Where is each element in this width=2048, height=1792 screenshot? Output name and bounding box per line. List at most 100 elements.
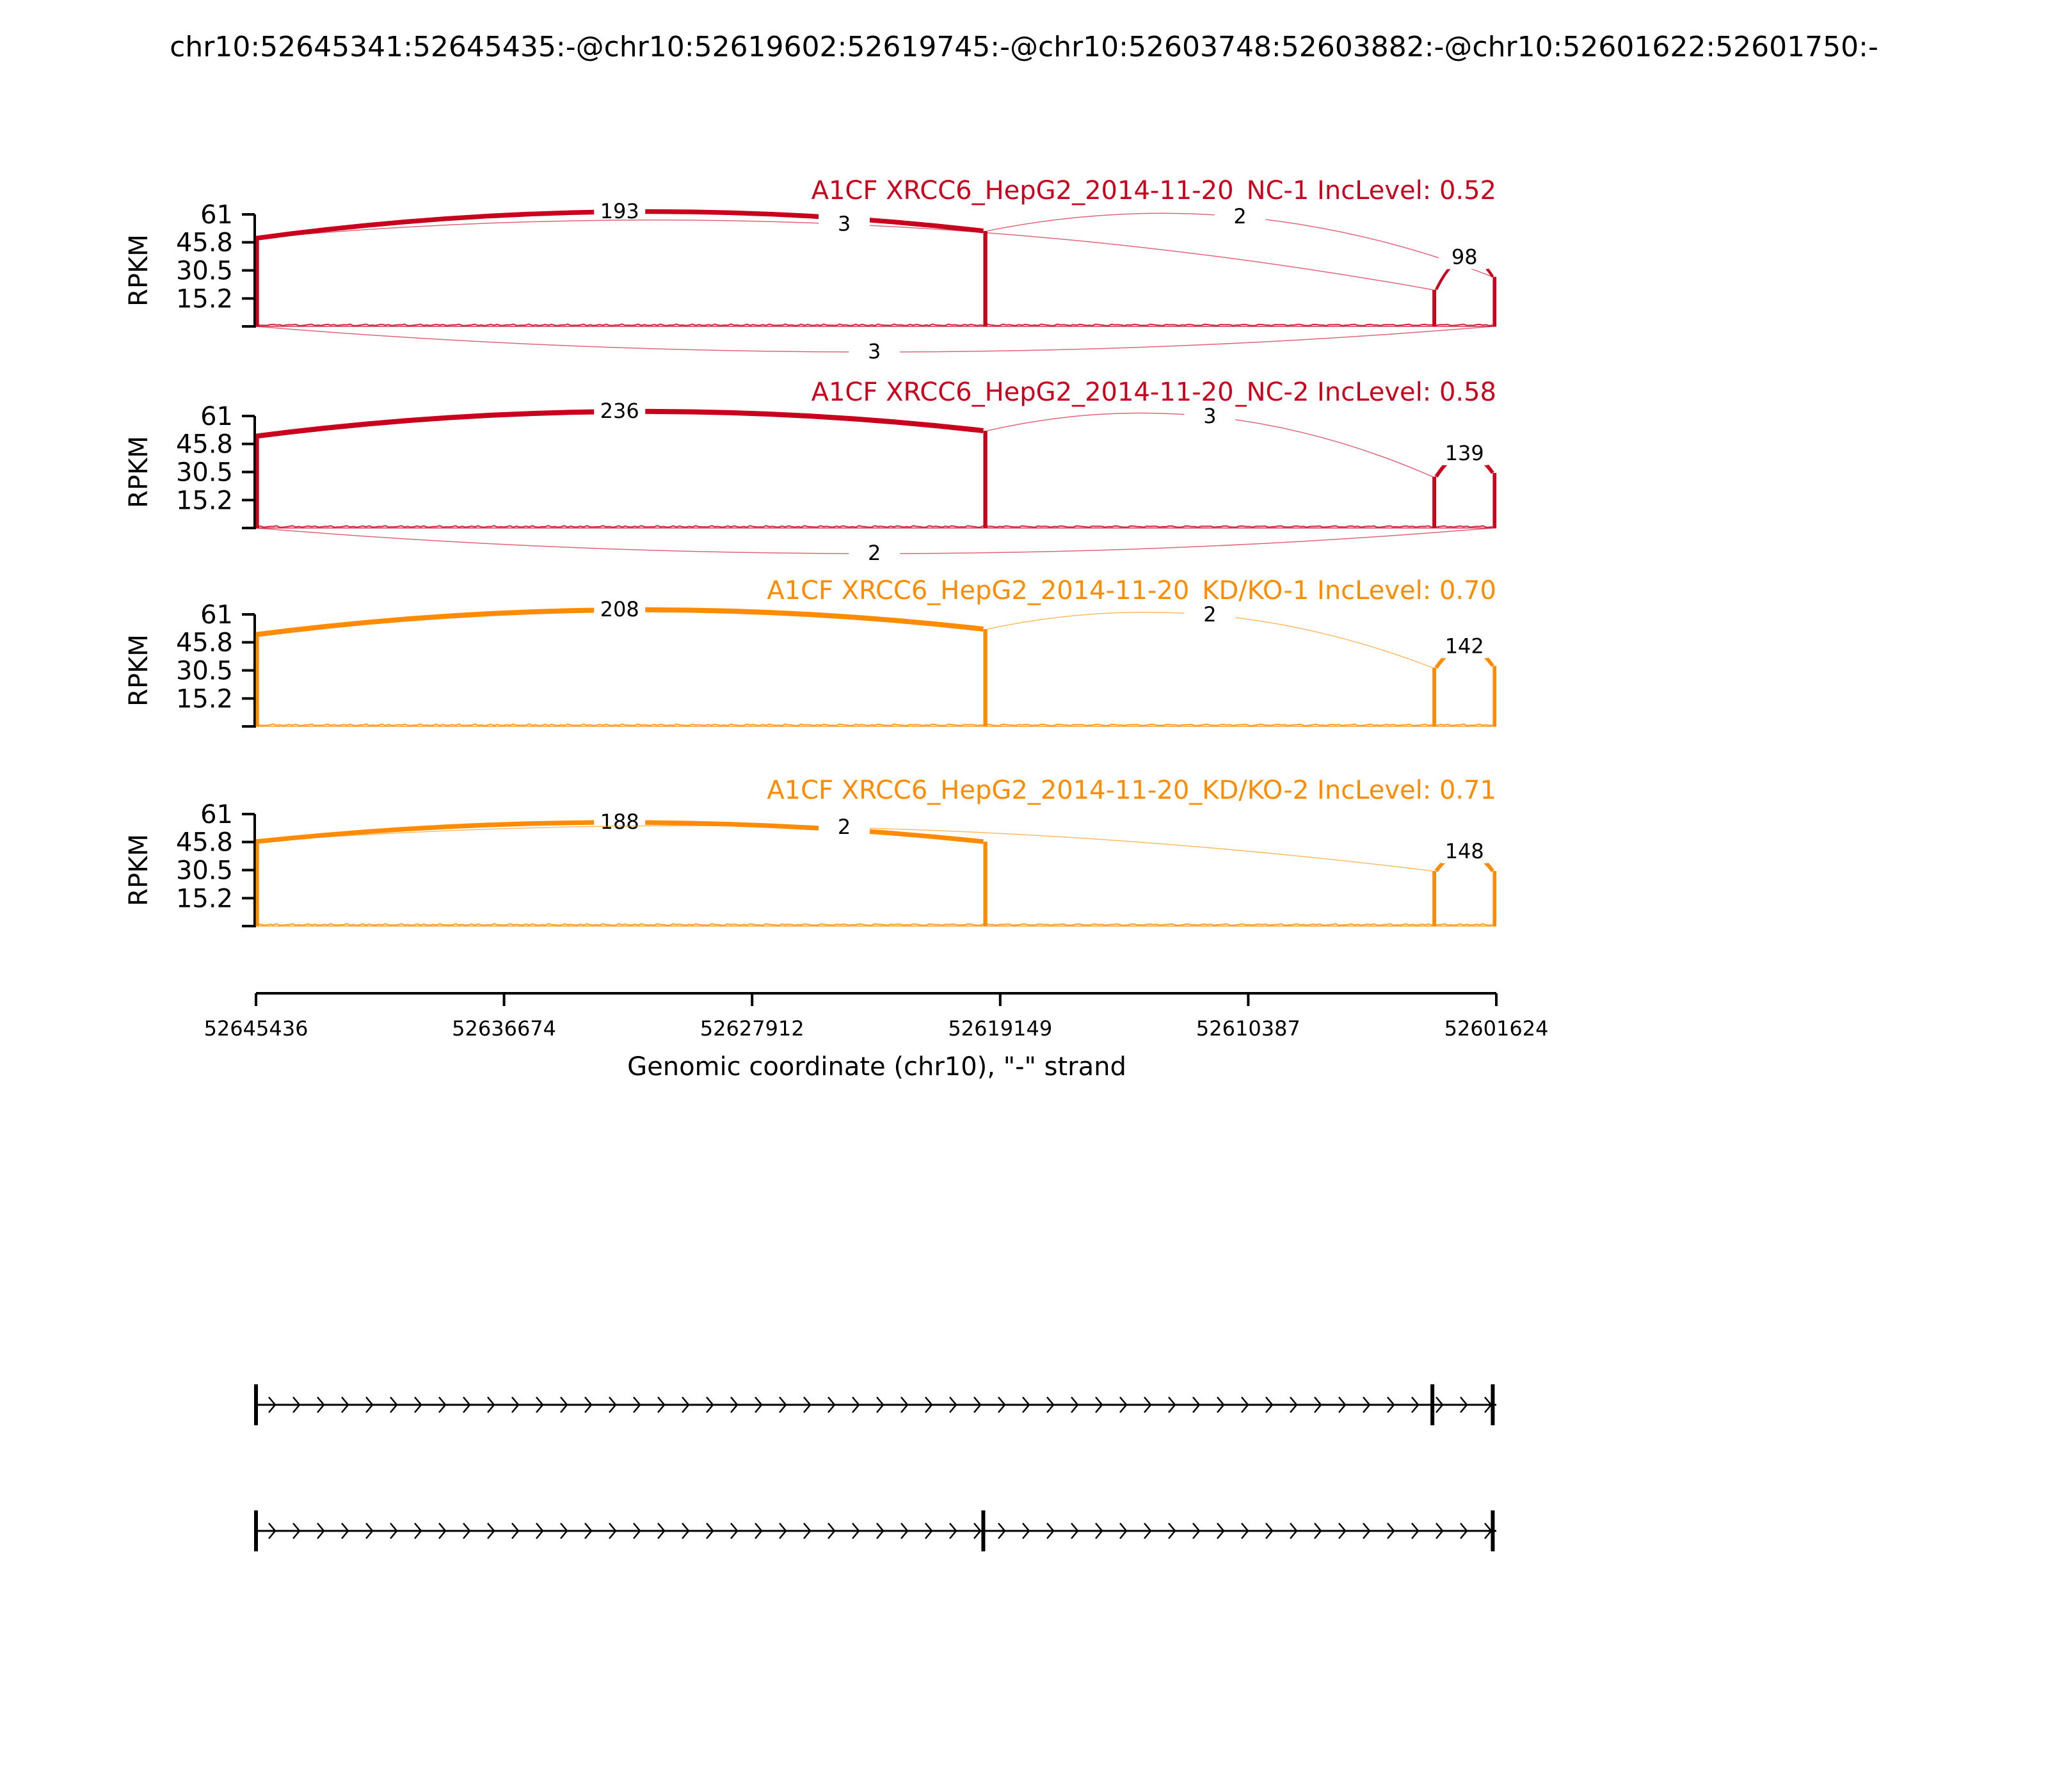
track-1: 15.230.545.861 RPKM A1CF XRCC6_HepG2_2014-… [124, 176, 1497, 364]
exon-coverage-bar [1432, 870, 1437, 926]
strand-chevron [998, 1396, 1006, 1413]
y-axis-label: RPKM [124, 436, 154, 508]
strand-chevron [268, 1396, 276, 1413]
strand-chevron [511, 1396, 520, 1413]
isoform-tracks [254, 1384, 1496, 1551]
y-tick-label: 15.2 [176, 284, 233, 314]
strand-chevron [949, 1523, 957, 1539]
strand-chevron [560, 1396, 568, 1413]
exon-coverage-bar [1492, 276, 1497, 326]
junction-label-bg [849, 540, 900, 565]
strand-chevron [1460, 1396, 1468, 1413]
strand-chevron [365, 1396, 374, 1413]
strand-chevron [1363, 1396, 1371, 1413]
strand-chevron [1265, 1523, 1274, 1539]
strand-chevron [1363, 1523, 1371, 1539]
y-tick-label: 30.5 [176, 257, 233, 286]
strand-chevron [1119, 1523, 1128, 1539]
junction-read-count: 188 [600, 810, 639, 834]
x-axis-label: Genomic coordinate (chr10), "-" strand [627, 1052, 1126, 1082]
strand-chevron [414, 1396, 422, 1413]
junction-label-bg [849, 338, 900, 364]
strand-chevron [949, 1396, 957, 1413]
strand-chevron [609, 1523, 617, 1539]
exon-coverage-bar [1492, 472, 1497, 528]
strand-chevron [609, 1396, 617, 1413]
isoform-1 [254, 1384, 1496, 1425]
junction-read-count: 2 [1233, 204, 1246, 228]
y-tick-label: 30.5 [176, 856, 233, 886]
strand-chevron [463, 1396, 471, 1413]
junction-read-count: 3 [868, 339, 881, 364]
strand-chevron [1411, 1396, 1420, 1413]
strand-chevron [682, 1396, 690, 1413]
strand-chevron [1095, 1523, 1103, 1539]
strand-chevron [1144, 1396, 1152, 1413]
junction-read-count: 142 [1445, 634, 1484, 658]
y-tick-label: 61 [200, 800, 233, 829]
strand-chevron [900, 1396, 909, 1413]
strand-chevron [1046, 1523, 1055, 1539]
junction-label-bg [1439, 439, 1491, 465]
strand-chevron [1168, 1523, 1176, 1539]
y-tick-label: 61 [200, 402, 233, 431]
junction-label-bg [594, 397, 646, 423]
strand-chevron [973, 1523, 982, 1539]
strand-chevron [706, 1523, 714, 1539]
junction-label-bg [1439, 243, 1491, 269]
junction-read-count: 236 [600, 399, 639, 423]
strand-chevron [536, 1396, 544, 1413]
strand-chevron [755, 1396, 763, 1413]
strand-chevron [463, 1523, 471, 1539]
exon-coverage-bar [1432, 289, 1437, 326]
strand-chevron [779, 1396, 787, 1413]
strand-chevron [803, 1523, 812, 1539]
junction-read-count: 148 [1445, 839, 1484, 863]
strand-chevron [1192, 1396, 1201, 1413]
exon-coverage-bar [983, 628, 988, 726]
junction-read-count: 208 [600, 597, 639, 621]
strand-chevron [1071, 1523, 1079, 1539]
strand-chevron [1387, 1396, 1395, 1413]
strand-chevron [1338, 1523, 1347, 1539]
strand-chevron [1265, 1396, 1274, 1413]
strand-chevron [1217, 1396, 1225, 1413]
strand-chevron [852, 1396, 860, 1413]
x-tick-label: 52627912 [700, 1016, 804, 1041]
strand-chevron [779, 1523, 787, 1539]
strand-chevron [1119, 1396, 1128, 1413]
strand-chevron [706, 1396, 714, 1413]
strand-chevron [560, 1523, 568, 1539]
strand-chevron [438, 1523, 447, 1539]
strand-chevron [1387, 1523, 1395, 1539]
exon-coverage-bar [1432, 476, 1437, 528]
y-tick-label: 45.8 [176, 828, 233, 858]
y-tick-label: 61 [200, 600, 233, 630]
strand-chevron [803, 1396, 812, 1413]
strand-chevron [584, 1523, 593, 1539]
x-tick-label: 52636674 [452, 1016, 556, 1041]
strand-chevron [414, 1523, 422, 1539]
junction-read-count: 3 [1203, 404, 1216, 428]
y-tick-label: 61 [200, 200, 233, 230]
strand-chevron [1241, 1523, 1249, 1539]
track-3: 15.230.545.861 RPKM A1CF XRCC6_HepG2_2014-… [124, 576, 1497, 728]
track-4: 15.230.545.861 RPKM A1CF XRCC6_HepG2_2014-… [124, 776, 1497, 927]
chart-title: chr10:52645341:52645435:-@chr10:52619602… [170, 31, 1878, 63]
junction-read-count: 3 [838, 211, 851, 236]
y-tick-label: 15.2 [176, 486, 233, 515]
y-tick-label: 15.2 [176, 684, 233, 714]
y-axis-label: RPKM [124, 834, 154, 906]
strand-chevron [657, 1523, 666, 1539]
strand-chevron [657, 1396, 666, 1413]
exon-coverage-bar [255, 238, 259, 326]
y-axis-label: RPKM [124, 234, 154, 307]
coverage-noise [257, 525, 1493, 528]
strand-chevron [998, 1523, 1006, 1539]
strand-chevron [292, 1523, 301, 1539]
track-title: A1CF XRCC6_HepG2_2014-11-20_NC-1 IncLeve… [812, 176, 1496, 205]
exon-coverage-bar [255, 634, 259, 726]
junction-read-count: 2 [1203, 602, 1216, 627]
junction-label-bg [1439, 837, 1491, 863]
